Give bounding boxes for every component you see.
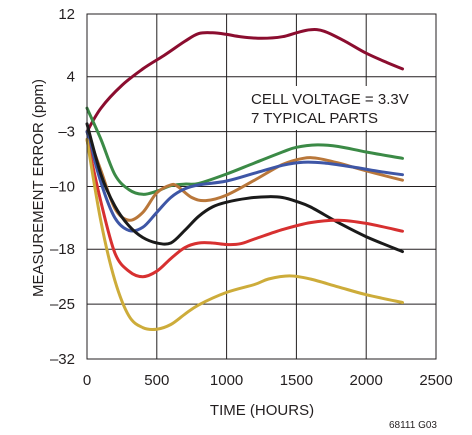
y-tick-label: 12 [58,6,75,23]
x-axis-title: TIME (HOURS) [210,402,314,419]
x-tick-label: 0 [83,372,91,389]
y-axis-title: MEASUREMENT ERROR (ppm) [30,79,47,297]
plot-frame [86,13,437,360]
series-line-3 [85,130,404,222]
y-tick-label: 4 [67,69,75,86]
series-line-5 [85,122,404,254]
y-tick-label: –32 [50,351,75,368]
y-tick-label: –10 [50,179,75,196]
x-tick-label: 2000 [350,372,383,389]
y-tick-label: –25 [50,296,75,313]
x-tick-label: 2500 [419,372,452,389]
series-line-1 [85,28,404,134]
x-tick-labels: 0 500 1000 1500 2000 2500 [83,372,453,389]
y-tick-labels: 12 4 –3 –10 –18 –25 –32 [50,6,75,368]
series-line-4 [85,130,404,233]
series-line-7 [85,138,404,332]
grid [86,13,437,360]
x-tick-label: 1000 [210,372,243,389]
x-tick-label: 1500 [280,372,313,389]
annotation-line-1: CELL VOLTAGE = 3.3V [251,91,409,108]
x-tick-label: 500 [144,372,169,389]
series-layer [85,28,404,332]
annotation-background [247,86,427,130]
y-tick-label: –18 [50,241,75,258]
series-line-6 [85,138,404,279]
figure-code: 68111 G03 [389,420,437,431]
y-tick-label: –3 [58,124,75,141]
annotation-line-2: 7 TYPICAL PARTS [251,110,378,127]
